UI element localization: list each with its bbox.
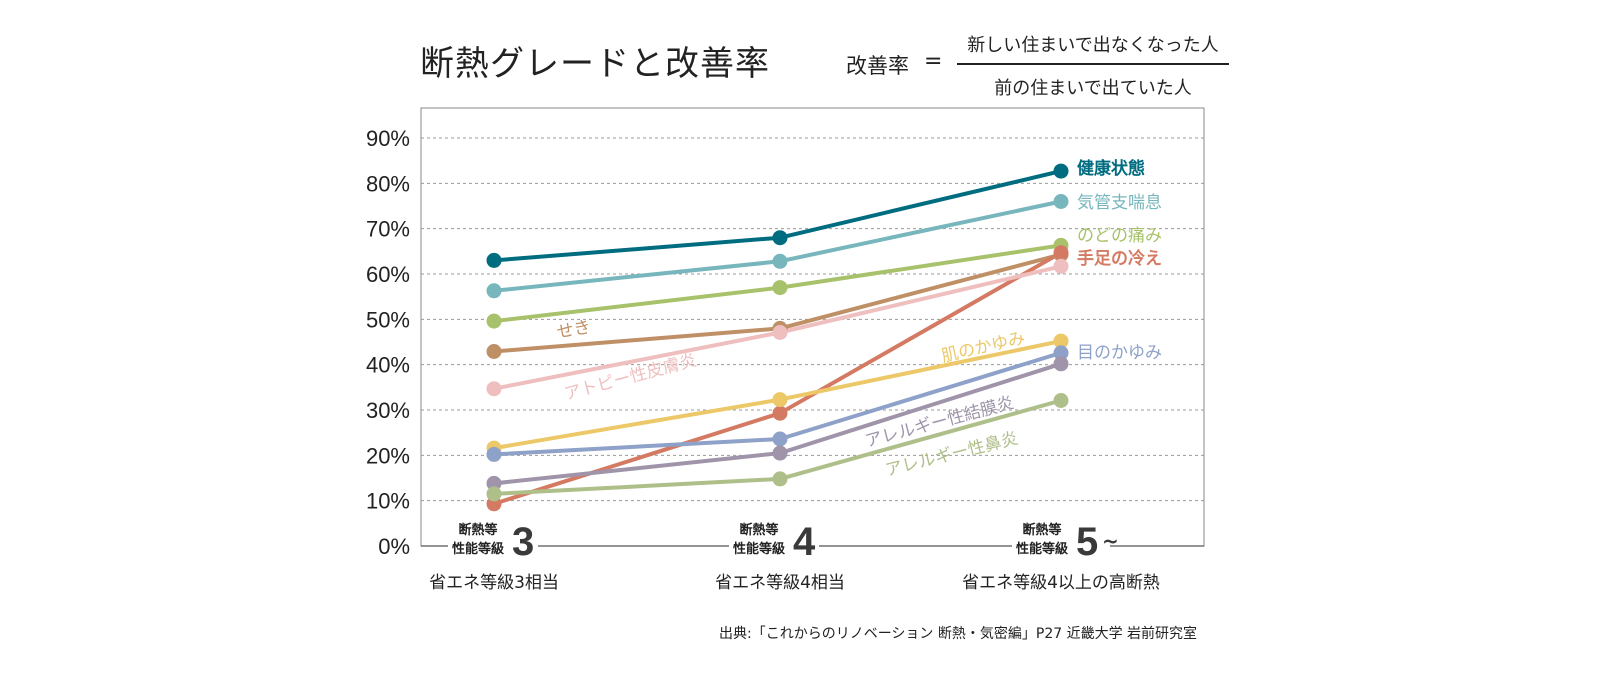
series-label: 健康状態 [1077,158,1145,179]
data-point [486,283,502,299]
data-point [486,486,502,502]
data-point [486,381,502,397]
category-badge-bg [448,516,538,558]
data-point [1053,258,1069,274]
data-point [486,344,502,359]
y-tick-label: 0% [378,534,410,559]
series-line [492,169,1063,263]
y-tick-label: 50% [366,307,410,332]
data-point [1053,333,1069,349]
formula-fraction-bar [957,63,1229,65]
category-badge-line2: 性能等級 [1016,541,1068,557]
formula-lhs: 改善率 [846,54,909,78]
y-tick-label: 40% [366,353,410,378]
formula-denominator: 前の住まいで出ていた人 [994,78,1192,99]
data-point [772,405,788,421]
category-label: 省エネ等級3相当 [429,573,559,593]
y-tick-label: 90% [366,126,410,151]
category-grade-suffix: ~ [1102,529,1119,553]
data-point [772,230,788,246]
formula-equals: = [924,49,943,74]
y-tick-label: 10% [366,489,410,514]
category-badge-bg [1012,516,1110,558]
category-badge-line2: 性能等級 [452,541,504,557]
y-tick-label: 70% [366,217,410,242]
data-point [772,471,788,487]
series-label: アトピー性皮膚炎 [562,350,699,405]
y-tick-label: 20% [366,443,410,468]
category-grade-number: 3 [512,520,534,564]
category-grade-number: 5 [1076,520,1098,564]
data-point [1053,356,1069,372]
data-point [772,280,788,296]
y-tick-label: 30% [366,398,410,423]
y-tick-label: 60% [366,262,410,287]
category-badge-line1: 断熱等 [739,522,778,538]
data-point [1053,194,1069,209]
data-point [772,445,788,461]
data-point [1053,345,1069,361]
category-badge-line2: 性能等級 [733,541,785,557]
series-label: 目のかゆみ [1077,343,1162,363]
category-grade-number: 4 [793,520,816,564]
data-point [772,253,788,269]
data-point [486,475,502,491]
category-label: 省エネ等級4相当 [715,573,845,593]
series-label: 気管支喘息 [1077,193,1162,213]
data-point [486,252,502,268]
series-label: せき [555,317,592,343]
data-point [1053,163,1069,179]
category-label: 省エネ等級4以上の高断熱 [962,573,1160,593]
category-badge-line1: 断熱等 [1022,522,1061,538]
source-citation: 出典:「これからのリノベーション 断熱・気密編」P27 近畿大学 岩前研究室 [719,626,1198,642]
series-label: のどの痛み [1077,226,1162,246]
category-badge-line1: 断熱等 [458,522,497,538]
series-label: 手足の冷え [1077,248,1162,269]
series-label: 肌のかゆみ [940,328,1027,367]
data-point [486,446,502,462]
data-point [772,392,788,408]
data-point [772,325,788,340]
data-point [1053,245,1069,261]
formula-numerator: 新しい住まいで出なくなった人 [967,35,1219,56]
y-tick-label: 80% [366,171,410,196]
data-point [772,431,788,447]
chart-title: 断熱グレードと改善率 [420,44,770,84]
data-point [486,313,502,329]
data-point [1053,393,1069,408]
category-badge-bg [729,516,819,558]
